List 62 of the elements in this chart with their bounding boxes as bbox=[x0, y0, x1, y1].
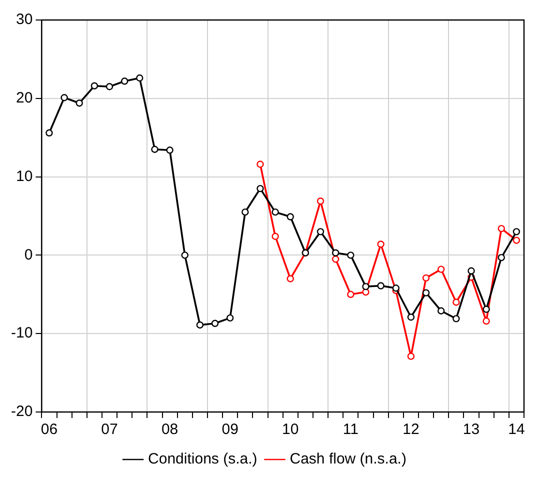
x-tick-label: 07 bbox=[101, 421, 118, 438]
point bbox=[482, 317, 490, 325]
y-tick-label: 30 bbox=[16, 11, 33, 28]
point bbox=[272, 232, 279, 240]
x-tick-label: 12 bbox=[402, 421, 420, 438]
y-tick-label: -20 bbox=[10, 403, 33, 420]
point bbox=[377, 240, 384, 248]
point bbox=[286, 213, 294, 220]
point bbox=[498, 224, 505, 232]
point bbox=[181, 252, 188, 259]
point bbox=[512, 236, 520, 244]
legend-label: Conditions (s.a.) bbox=[148, 450, 258, 468]
point bbox=[286, 275, 294, 282]
point bbox=[377, 282, 384, 290]
point bbox=[46, 129, 53, 136]
point bbox=[60, 94, 68, 102]
point bbox=[468, 267, 475, 274]
point bbox=[136, 74, 144, 82]
point bbox=[362, 282, 370, 290]
point bbox=[151, 146, 158, 153]
point bbox=[256, 160, 264, 168]
point bbox=[226, 314, 234, 322]
point bbox=[332, 249, 340, 256]
point bbox=[272, 208, 279, 216]
point bbox=[347, 252, 354, 259]
point bbox=[332, 256, 340, 263]
point bbox=[452, 315, 460, 322]
y-tick-label: 0 bbox=[24, 246, 33, 264]
x-tick-label: 10 bbox=[282, 421, 299, 438]
point bbox=[106, 83, 114, 90]
point bbox=[438, 266, 445, 273]
point bbox=[166, 146, 174, 154]
point bbox=[452, 298, 460, 306]
y-tick-label: 20 bbox=[16, 90, 33, 107]
point bbox=[196, 321, 204, 329]
point bbox=[211, 320, 219, 328]
point bbox=[392, 284, 400, 292]
x-tick-label: 11 bbox=[342, 421, 358, 438]
point bbox=[242, 208, 249, 216]
point bbox=[422, 274, 430, 282]
point bbox=[76, 100, 83, 107]
legend-label: Cash flow (n.s.a.) bbox=[290, 450, 406, 468]
y-tick-label: -10 bbox=[10, 324, 33, 342]
point bbox=[407, 314, 415, 321]
point bbox=[316, 198, 324, 205]
x-tick-label: 06 bbox=[40, 421, 58, 438]
point bbox=[256, 184, 264, 192]
x-tick-label: 09 bbox=[222, 421, 238, 438]
point bbox=[438, 307, 445, 314]
point bbox=[512, 228, 520, 236]
x-tick-label: 08 bbox=[161, 421, 178, 438]
y-tick-label: 10 bbox=[16, 168, 33, 185]
point bbox=[347, 290, 354, 298]
x-tick-label: 14 bbox=[508, 421, 525, 438]
point bbox=[482, 306, 490, 313]
point bbox=[120, 78, 128, 85]
point bbox=[316, 228, 324, 236]
point bbox=[422, 289, 430, 296]
point bbox=[90, 82, 98, 90]
x-tick-label: 13 bbox=[462, 421, 480, 438]
point bbox=[498, 254, 505, 262]
point bbox=[407, 352, 415, 360]
